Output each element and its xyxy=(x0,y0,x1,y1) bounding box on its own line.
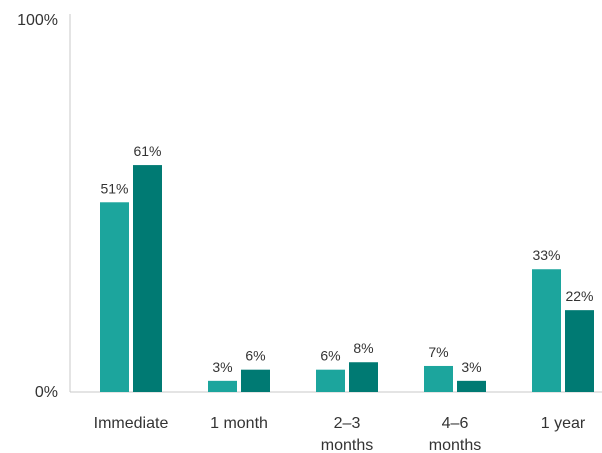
category-label: 2–3 xyxy=(334,415,361,432)
data-label: 3% xyxy=(212,359,232,375)
bar xyxy=(316,369,345,392)
category-label: 4–6 xyxy=(442,415,469,432)
data-label: 61% xyxy=(133,143,161,159)
bar xyxy=(133,165,162,392)
data-label: 33% xyxy=(532,247,560,263)
bar xyxy=(457,380,486,392)
y-tick-label: 100% xyxy=(17,12,58,29)
bar xyxy=(532,269,561,392)
y-tick-label: 0% xyxy=(35,384,58,401)
data-label: 3% xyxy=(461,359,481,375)
bar xyxy=(241,369,270,392)
data-label: 51% xyxy=(100,180,128,196)
data-label: 8% xyxy=(353,340,373,356)
bar xyxy=(424,365,453,392)
data-label: 22% xyxy=(565,288,593,304)
bar xyxy=(100,202,129,392)
bar xyxy=(208,380,237,392)
bar xyxy=(349,362,378,392)
category-label: months xyxy=(429,437,481,453)
category-label: 1 month xyxy=(210,415,268,432)
data-label: 6% xyxy=(245,348,265,364)
category-label: 1 year xyxy=(541,415,586,432)
data-label: 7% xyxy=(428,344,448,360)
bar xyxy=(565,310,594,392)
category-label: months xyxy=(321,437,373,453)
data-label: 6% xyxy=(320,348,340,364)
category-label: Immediate xyxy=(94,415,169,432)
